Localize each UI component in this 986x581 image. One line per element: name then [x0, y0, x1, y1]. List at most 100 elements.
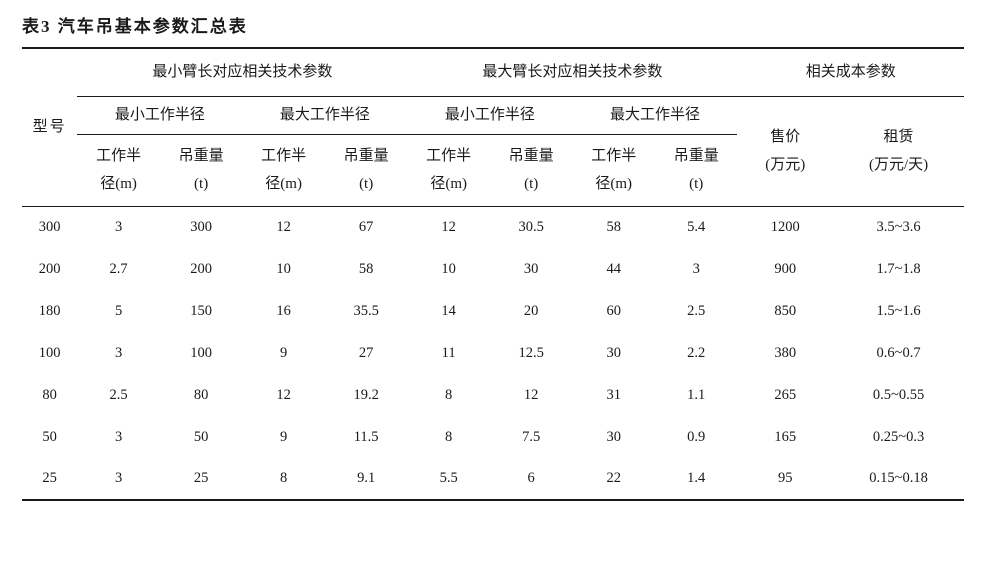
table-body: 300330012671230.5585.412003.5~3.62002.72… — [22, 206, 964, 500]
cell-price: 1200 — [737, 206, 833, 248]
leaf-wr-l1: 工作半 — [242, 142, 325, 171]
price-l1: 售价 — [737, 123, 833, 152]
cell-a_w: 80 — [160, 374, 243, 416]
leaf-wt-l1: 吊重量 — [325, 142, 408, 171]
leaf-wt-l1: 吊重量 — [160, 142, 243, 171]
cell-d_w: 5.4 — [655, 206, 738, 248]
table-row: 18051501635.51420602.58501.5~1.6 — [22, 290, 964, 332]
leaf-wt-l1: 吊重量 — [490, 142, 573, 171]
table-header: 型号 最小臂长对应相关技术参数 最大臂长对应相关技术参数 相关成本参数 最小工作… — [22, 48, 964, 206]
cell-d_r: 30 — [572, 332, 655, 374]
cell-d_r: 58 — [572, 206, 655, 248]
table-row: 300330012671230.5585.412003.5~3.6 — [22, 206, 964, 248]
cell-price: 165 — [737, 416, 833, 458]
cell-c_w: 12.5 — [490, 332, 573, 374]
cell-a_w: 150 — [160, 290, 243, 332]
cell-model: 100 — [22, 332, 77, 374]
cell-price: 380 — [737, 332, 833, 374]
col-d-r: 工作半径(m) — [572, 134, 655, 206]
cell-c_w: 6 — [490, 458, 573, 500]
cell-b_w: 19.2 — [325, 374, 408, 416]
cell-a_w: 100 — [160, 332, 243, 374]
cell-model: 200 — [22, 248, 77, 290]
price-l2: (万元) — [737, 151, 833, 180]
cell-rent: 1.5~1.6 — [833, 290, 964, 332]
cell-rent: 0.6~0.7 — [833, 332, 964, 374]
cell-rent: 3.5~3.6 — [833, 206, 964, 248]
cell-a_r: 3 — [77, 206, 160, 248]
col-price: 售价 (万元) — [737, 96, 833, 206]
leaf-wt-l2: (t) — [160, 170, 243, 199]
col-model: 型号 — [22, 48, 77, 206]
leaf-wr-l1: 工作半 — [77, 142, 160, 171]
cell-b_w: 35.5 — [325, 290, 408, 332]
cell-a_w: 300 — [160, 206, 243, 248]
cell-c_w: 20 — [490, 290, 573, 332]
cell-c_w: 30.5 — [490, 206, 573, 248]
cell-b_w: 9.1 — [325, 458, 408, 500]
cell-c_r: 8 — [407, 416, 490, 458]
cell-d_r: 30 — [572, 416, 655, 458]
cell-d_r: 60 — [572, 290, 655, 332]
col-c-r: 工作半径(m) — [407, 134, 490, 206]
leaf-wt-l2: (t) — [325, 170, 408, 199]
cell-a_w: 50 — [160, 416, 243, 458]
sub-a: 最小工作半径 — [77, 96, 242, 134]
cell-d_r: 44 — [572, 248, 655, 290]
group-max-arm: 最大臂长对应相关技术参数 — [407, 48, 737, 96]
cell-rent: 0.5~0.55 — [833, 374, 964, 416]
col-a-w: 吊重量(t) — [160, 134, 243, 206]
table-row: 2532589.15.56221.4950.15~0.18 — [22, 458, 964, 500]
crane-params-table: 型号 最小臂长对应相关技术参数 最大臂长对应相关技术参数 相关成本参数 最小工作… — [22, 47, 964, 501]
cell-c_r: 5.5 — [407, 458, 490, 500]
sub-b: 最大工作半径 — [242, 96, 407, 134]
group-cost: 相关成本参数 — [737, 48, 964, 96]
cell-b_w: 11.5 — [325, 416, 408, 458]
cell-d_r: 31 — [572, 374, 655, 416]
rent-l2: (万元/天) — [833, 151, 964, 180]
cell-price: 850 — [737, 290, 833, 332]
cell-d_w: 0.9 — [655, 416, 738, 458]
col-d-w: 吊重量(t) — [655, 134, 738, 206]
leaf-wr-l2: 径(m) — [77, 170, 160, 199]
cell-b_r: 12 — [242, 206, 325, 248]
table-row: 10031009271112.5302.23800.6~0.7 — [22, 332, 964, 374]
cell-model: 180 — [22, 290, 77, 332]
cell-a_r: 3 — [77, 332, 160, 374]
cell-d_w: 2.5 — [655, 290, 738, 332]
col-a-r: 工作半径(m) — [77, 134, 160, 206]
table-title: 表3 汽车吊基本参数汇总表 — [22, 12, 964, 37]
leaf-wt-l2: (t) — [490, 170, 573, 199]
leaf-wt-l2: (t) — [655, 170, 738, 199]
table-row: 802.5801219.2812311.12650.5~0.55 — [22, 374, 964, 416]
cell-b_r: 10 — [242, 248, 325, 290]
cell-d_w: 1.4 — [655, 458, 738, 500]
cell-b_w: 27 — [325, 332, 408, 374]
leaf-wt-l1: 吊重量 — [655, 142, 738, 171]
cell-c_r: 11 — [407, 332, 490, 374]
cell-model: 80 — [22, 374, 77, 416]
cell-c_r: 10 — [407, 248, 490, 290]
cell-c_w: 30 — [490, 248, 573, 290]
cell-rent: 0.15~0.18 — [833, 458, 964, 500]
leaf-wr-l2: 径(m) — [407, 170, 490, 199]
leaf-wr-l1: 工作半 — [407, 142, 490, 171]
table-row: 50350911.587.5300.91650.25~0.3 — [22, 416, 964, 458]
cell-b_r: 16 — [242, 290, 325, 332]
rent-l1: 租赁 — [833, 123, 964, 152]
cell-b_w: 67 — [325, 206, 408, 248]
cell-a_r: 5 — [77, 290, 160, 332]
cell-model: 300 — [22, 206, 77, 248]
cell-a_w: 25 — [160, 458, 243, 500]
cell-c_r: 12 — [407, 206, 490, 248]
sub-c: 最小工作半径 — [407, 96, 572, 134]
cell-a_r: 2.7 — [77, 248, 160, 290]
col-b-w: 吊重量(t) — [325, 134, 408, 206]
cell-b_r: 12 — [242, 374, 325, 416]
leaf-wr-l2: 径(m) — [242, 170, 325, 199]
cell-a_r: 3 — [77, 416, 160, 458]
cell-d_w: 3 — [655, 248, 738, 290]
cell-price: 95 — [737, 458, 833, 500]
cell-a_r: 2.5 — [77, 374, 160, 416]
cell-b_r: 8 — [242, 458, 325, 500]
